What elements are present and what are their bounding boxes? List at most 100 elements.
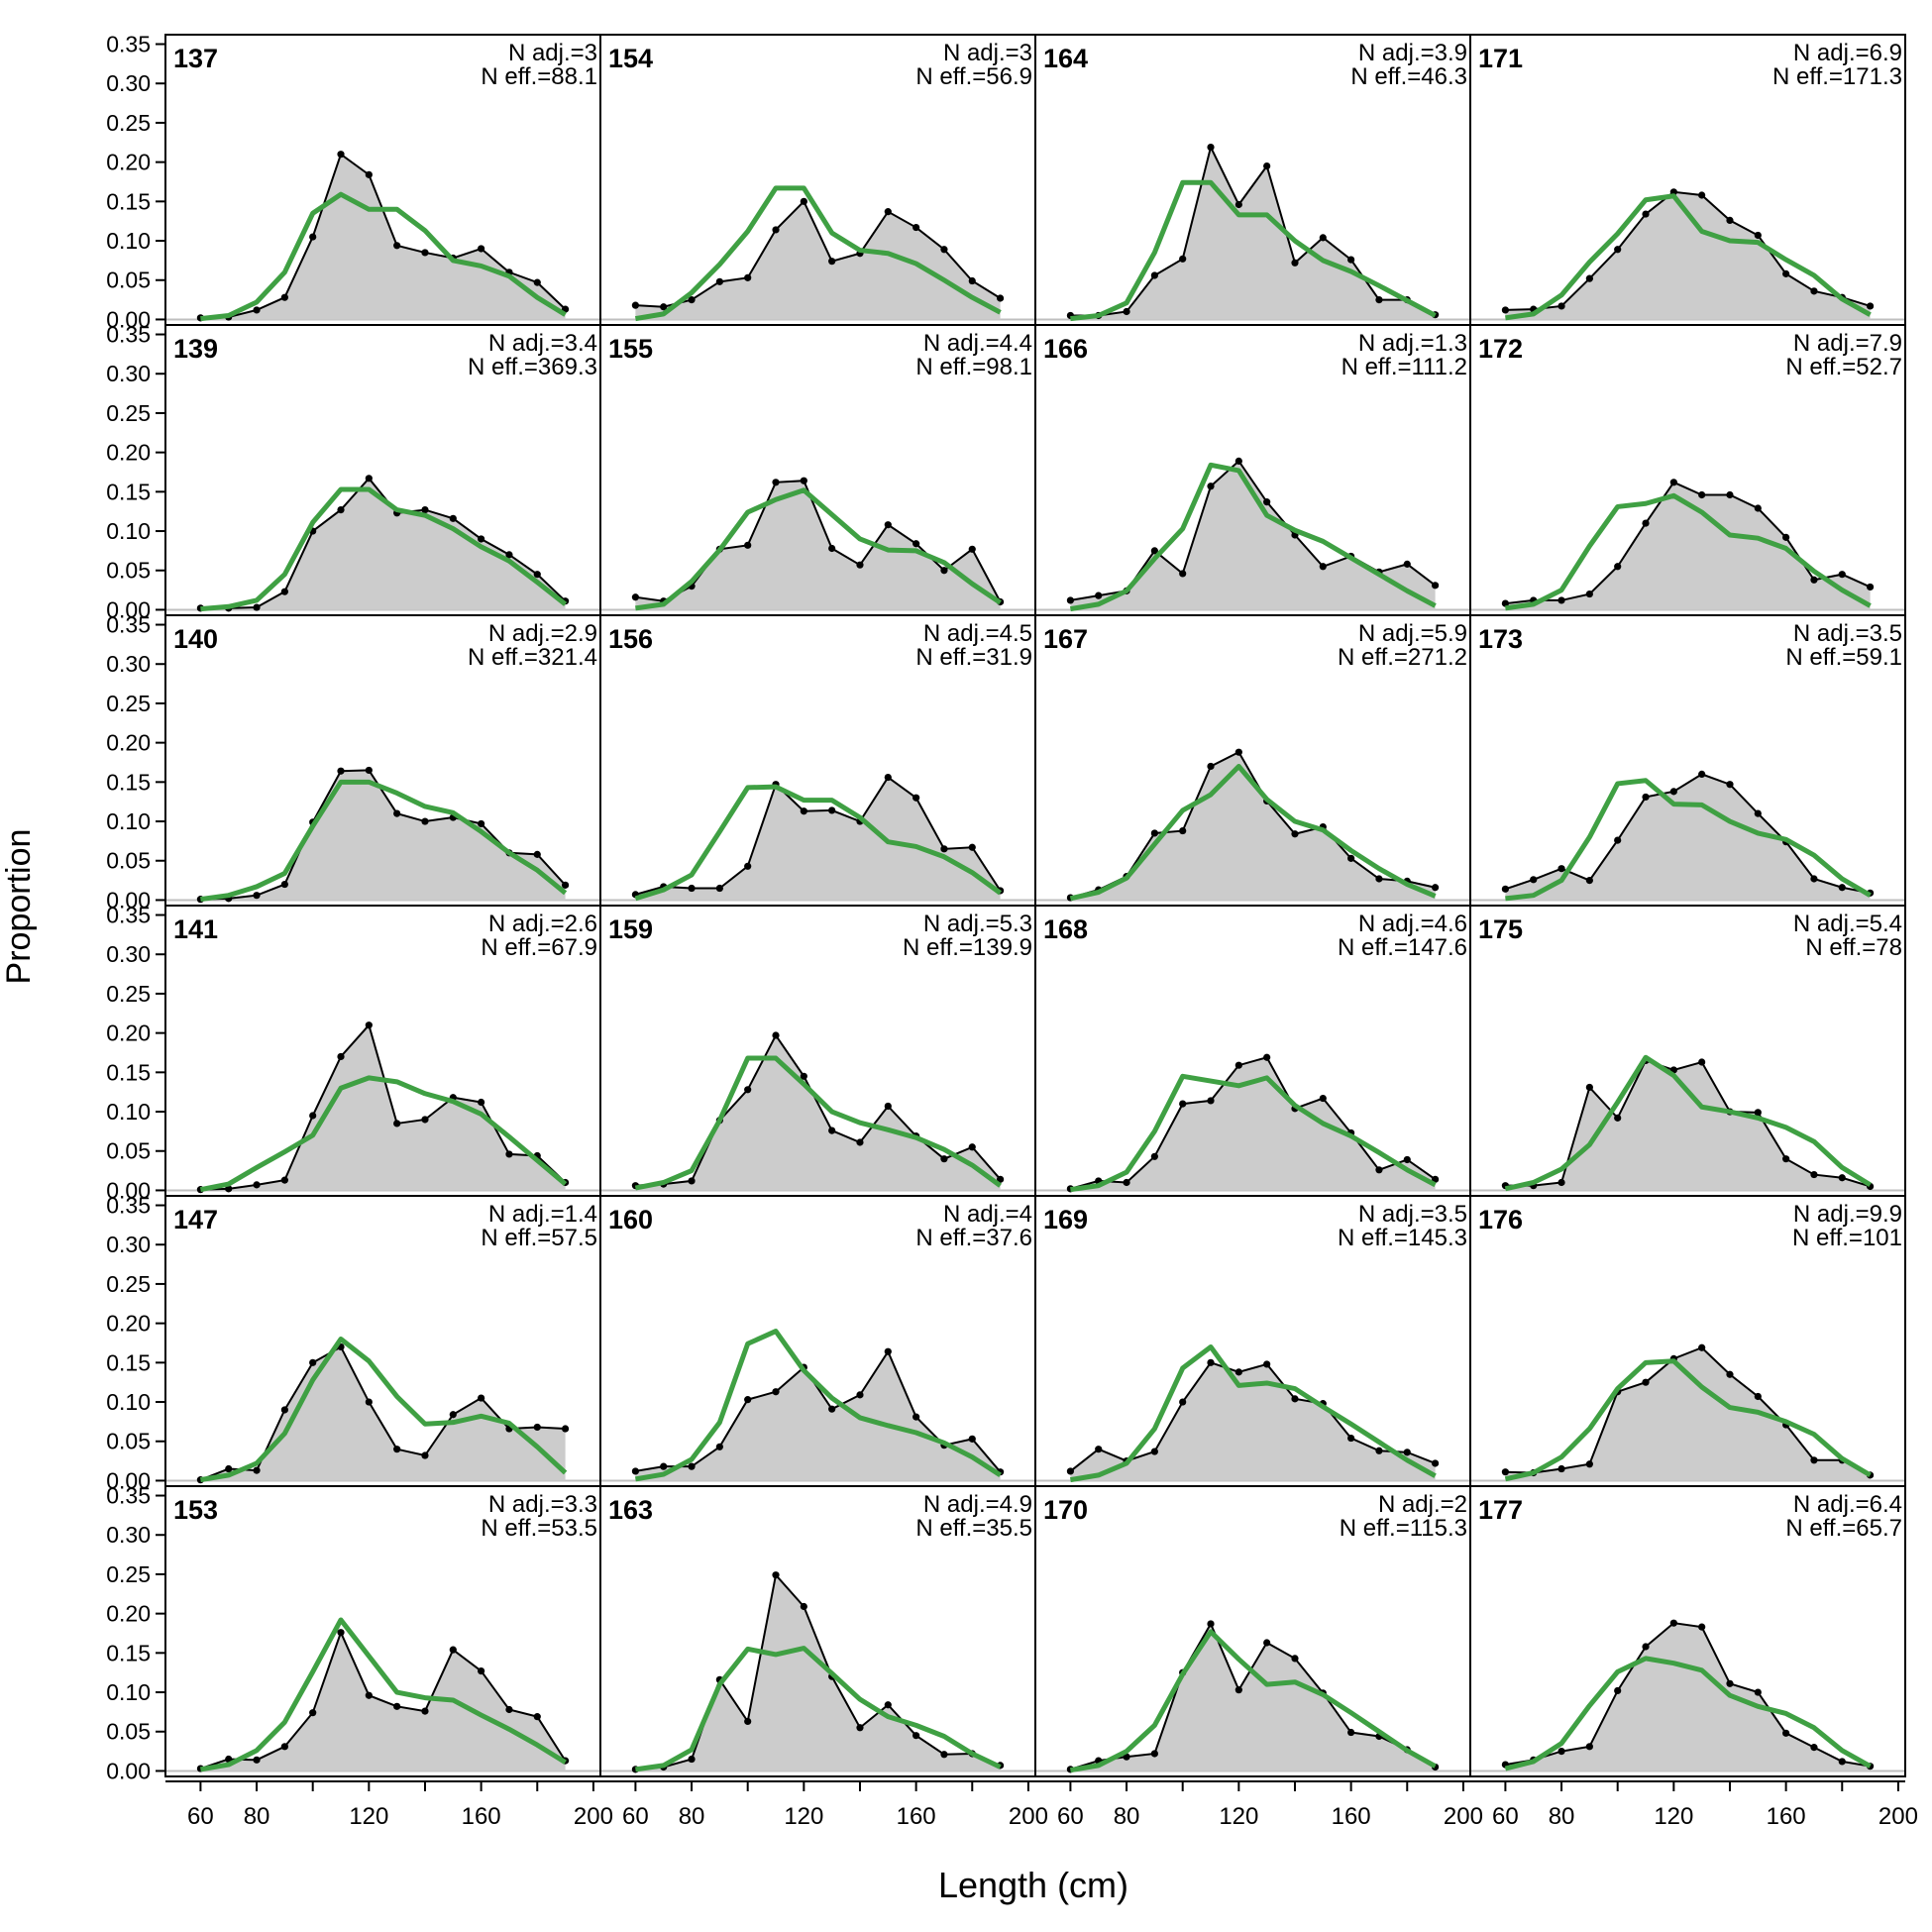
observed-point <box>1669 479 1677 486</box>
x-tick-label: 120 <box>784 1803 823 1830</box>
observed-point <box>1150 1152 1158 1160</box>
y-tick-label: 0.10 <box>106 1679 151 1705</box>
y-tick-label: 0.25 <box>106 1561 151 1587</box>
observed-point <box>1585 1083 1593 1092</box>
observed-point <box>800 197 807 205</box>
observed-area <box>1505 774 1871 901</box>
y-tick-label: 0.30 <box>106 651 151 677</box>
expected-line <box>1505 778 1872 902</box>
observed-point <box>365 1691 373 1699</box>
n-adj-label: N adj.=6.9 <box>1793 40 1902 66</box>
n-eff-label: N eff.=37.6 <box>915 1225 1032 1251</box>
panel-label: 139 <box>173 334 218 364</box>
observed-point <box>1501 599 1510 607</box>
observed-point <box>1234 457 1242 465</box>
panel-156: 156 N adj.=4.5N eff.=31.9 <box>599 614 1036 907</box>
observed-point <box>365 475 373 483</box>
observed-point <box>912 794 920 802</box>
observed-point <box>968 545 976 553</box>
observed-point <box>1810 1744 1818 1752</box>
y-tick-label: 0.05 <box>106 1138 151 1164</box>
n-adj-label: N adj.=2.6 <box>488 911 597 937</box>
panel-176: 176 N adj.=9.9N eff.=101 <box>1469 1195 1906 1487</box>
n-adj-label: N adj.=4.5 <box>923 620 1032 647</box>
observed-point <box>1207 483 1215 490</box>
observed-line <box>1070 1056 1437 1190</box>
observed-point <box>1810 576 1818 584</box>
observed-point <box>1179 826 1187 835</box>
observed-point <box>715 277 723 285</box>
expected-line <box>1069 1343 1437 1483</box>
observed-point <box>688 884 696 893</box>
panel-168: 168 N adj.=4.6N eff.=147.6 <box>1034 905 1471 1197</box>
observed-line <box>1505 190 1871 311</box>
panel-177: 177 N adj.=6.4N eff.=65.7 <box>1469 1485 1906 1777</box>
observed-point <box>393 809 401 817</box>
panel-label: 156 <box>608 624 653 654</box>
expected-line <box>199 1075 568 1193</box>
observed-point <box>1319 234 1327 242</box>
observed-point <box>1642 519 1650 527</box>
observed-point <box>1838 1758 1846 1766</box>
panel-170: 170 N adj.=2N eff.=115.3 <box>1034 1485 1471 1777</box>
observed-point <box>253 603 261 611</box>
panel-label: 137 <box>173 44 218 73</box>
observed-point <box>1431 884 1440 892</box>
observed-point <box>1642 1378 1650 1386</box>
observed-point <box>280 880 288 889</box>
observed-point <box>1698 770 1706 778</box>
n-adj-label: N adj.=2.9 <box>488 620 597 647</box>
observed-point <box>884 1347 892 1355</box>
n-eff-label: N eff.=171.3 <box>1772 63 1902 90</box>
observed-point <box>1754 809 1762 817</box>
observed-point <box>800 1602 807 1611</box>
observed-point <box>449 1646 457 1654</box>
expected-line <box>634 784 1003 902</box>
observed-point <box>1150 829 1158 837</box>
observed-point <box>393 1702 401 1710</box>
n-eff-label: N eff.=52.7 <box>1785 354 1902 380</box>
observed-line <box>1070 144 1437 317</box>
n-adj-label: N adj.=7.9 <box>1793 330 1902 357</box>
observed-point <box>1782 1155 1790 1163</box>
observed-point <box>421 817 429 825</box>
n-eff-label: N eff.=98.1 <box>915 354 1032 380</box>
y-tick-label: 0.10 <box>106 808 151 834</box>
observed-area <box>200 154 566 320</box>
observed-point <box>1557 865 1565 873</box>
observed-point <box>828 544 836 553</box>
observed-point <box>1698 1343 1706 1351</box>
observed-point <box>365 1021 373 1029</box>
y-tick-label: 0.30 <box>106 1232 151 1257</box>
observed-point <box>1150 1750 1158 1758</box>
observed-point <box>253 306 261 314</box>
observed-point <box>828 1405 836 1413</box>
observed-point <box>1375 295 1383 304</box>
panel-139: 139 N adj.=3.4N eff.=369.3 <box>164 324 601 616</box>
observed-point <box>1754 1392 1762 1401</box>
observed-point <box>1234 748 1242 756</box>
observed-point <box>1838 571 1846 579</box>
observed-point <box>828 806 836 814</box>
y-tick-label: 0.05 <box>106 558 151 584</box>
observed-point <box>1698 490 1706 499</box>
observed-point <box>561 1425 570 1433</box>
panel-label: 169 <box>1043 1205 1088 1234</box>
observed-point <box>1585 590 1593 598</box>
observed-point <box>1375 1447 1383 1454</box>
y-tick-label: 0.25 <box>106 1271 151 1297</box>
y-tick-label: 0.30 <box>106 70 151 96</box>
observed-point <box>309 1709 317 1717</box>
observed-point <box>533 278 541 286</box>
n-adj-label: N adj.=5.9 <box>1358 620 1467 647</box>
observed-point <box>912 223 920 232</box>
observed-point <box>253 892 261 900</box>
panel-155: 155 N adj.=4.4N eff.=98.1 <box>599 324 1036 616</box>
observed-point <box>309 233 317 241</box>
observed-point <box>1501 306 1510 314</box>
n-eff-label: N eff.=101 <box>1792 1225 1902 1251</box>
n-eff-label: N eff.=59.1 <box>1785 644 1902 671</box>
observed-point <box>1557 302 1565 310</box>
observed-point <box>1754 504 1762 512</box>
